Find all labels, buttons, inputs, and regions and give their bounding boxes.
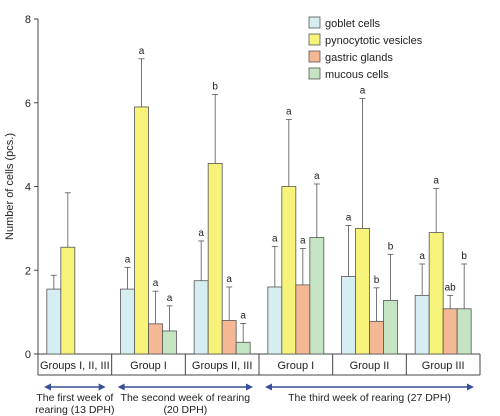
legend-swatch	[308, 16, 321, 29]
bar	[193, 280, 209, 355]
bar	[428, 232, 444, 355]
significance-label: a	[240, 310, 246, 321]
bar	[355, 227, 370, 355]
bar	[309, 237, 325, 355]
significance-label: a	[286, 107, 292, 118]
y-tick-label: 0	[25, 349, 31, 361]
legend-label: mucous cells	[325, 69, 389, 81]
x-tick-label: Groups II, III	[192, 360, 253, 372]
significance-label: a	[153, 278, 159, 289]
significance-label: a	[314, 171, 320, 182]
significance-label: b	[461, 251, 467, 262]
bar	[148, 323, 163, 355]
bar	[414, 294, 430, 355]
period-arrow-head-left	[265, 383, 272, 391]
legend-swatch	[308, 67, 321, 80]
significance-label: a	[272, 233, 278, 244]
significance-label: a	[300, 235, 306, 246]
significance-label: a	[346, 212, 352, 223]
bar	[267, 286, 283, 355]
bar	[46, 288, 62, 355]
significance-label: a	[433, 176, 439, 187]
y-tick-label: 4	[25, 182, 31, 194]
bar	[162, 330, 177, 355]
x-tick-label: Group II	[350, 360, 390, 372]
bar	[295, 284, 311, 355]
legend-swatch	[308, 50, 321, 63]
y-tick-label: 6	[25, 98, 31, 110]
x-tick-label: Groups I, II, III	[40, 360, 110, 372]
significance-label: a	[139, 46, 145, 57]
legend-label: gastric glands	[325, 52, 393, 64]
bar	[456, 308, 472, 355]
bar	[383, 299, 398, 355]
bar	[207, 163, 223, 355]
significance-label: a	[167, 293, 173, 304]
significance-label: b	[212, 81, 218, 92]
bar	[442, 308, 458, 355]
significance-label: a	[360, 86, 366, 97]
significance-label: a	[125, 254, 131, 265]
x-tick-label: Group I	[277, 360, 314, 372]
period-arrow-head-right	[467, 383, 474, 391]
bar	[281, 186, 297, 355]
axes: 0 2 4 6 8 Number of cells (pcs.)	[4, 14, 481, 376]
bar	[341, 276, 356, 355]
significance-label: a	[419, 251, 425, 262]
bar	[120, 288, 135, 355]
period-label: The third week of rearing (27 DPH)	[288, 392, 451, 404]
legend-swatch	[308, 33, 321, 46]
period-arrow-head-left	[117, 383, 125, 391]
significance-label: ab	[445, 282, 457, 293]
bar	[134, 106, 149, 355]
bar	[60, 246, 76, 355]
bar	[369, 320, 384, 355]
bar	[235, 341, 251, 355]
x-tick-label: Group I	[130, 360, 167, 372]
y-tick-label: 8	[25, 14, 31, 26]
category-labels-layer: Groups I, II, III Group I Groups II, III Gr…	[40, 360, 465, 372]
significance-label: a	[198, 228, 204, 239]
period-labels-layer: The first week of rearing (13 DPH) The sec…	[35, 383, 474, 416]
legend-label: pynocytotic vesicles	[325, 35, 423, 47]
bar	[221, 320, 237, 355]
period-label: The first week of rearing (13 DPH)	[35, 392, 114, 416]
y-tick-label: 2	[25, 265, 31, 277]
legend: goblet cells pynocytotic vesicles gastric …	[308, 16, 423, 81]
period-label: The second week of rearing (20 DPH)	[121, 392, 251, 416]
legend-label: goblet cells	[325, 18, 381, 30]
significance-label: a	[226, 274, 232, 285]
period-arrow-head-left	[44, 383, 51, 391]
period-arrow-head-right	[246, 383, 253, 391]
x-tick-label: Group III	[422, 360, 465, 372]
bars-layer	[46, 106, 472, 355]
significance-label: b	[374, 275, 380, 286]
y-axis-label: Number of cells (pcs.)	[4, 133, 16, 240]
period-arrow-head-right	[98, 383, 106, 391]
significance-label: b	[388, 241, 394, 252]
error-bars-layer	[50, 58, 468, 343]
